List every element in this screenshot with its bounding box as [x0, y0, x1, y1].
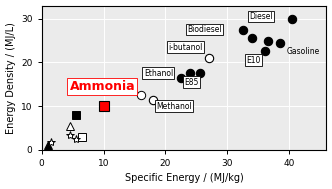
X-axis label: Specific Energy / (MJ/kg): Specific Energy / (MJ/kg) — [125, 174, 243, 184]
Text: Ammonia: Ammonia — [69, 80, 135, 93]
Text: Gasoline: Gasoline — [286, 47, 319, 56]
Text: Ethanol: Ethanol — [144, 69, 173, 78]
Text: E85: E85 — [184, 77, 199, 87]
Text: Biodiesel: Biodiesel — [187, 25, 222, 34]
Text: E10: E10 — [246, 56, 260, 65]
Y-axis label: Energy Density / (MJ/L): Energy Density / (MJ/L) — [6, 22, 16, 134]
Text: Methanol: Methanol — [156, 102, 192, 111]
Text: i-butanol: i-butanol — [169, 43, 203, 52]
Text: Diesel: Diesel — [249, 12, 273, 21]
